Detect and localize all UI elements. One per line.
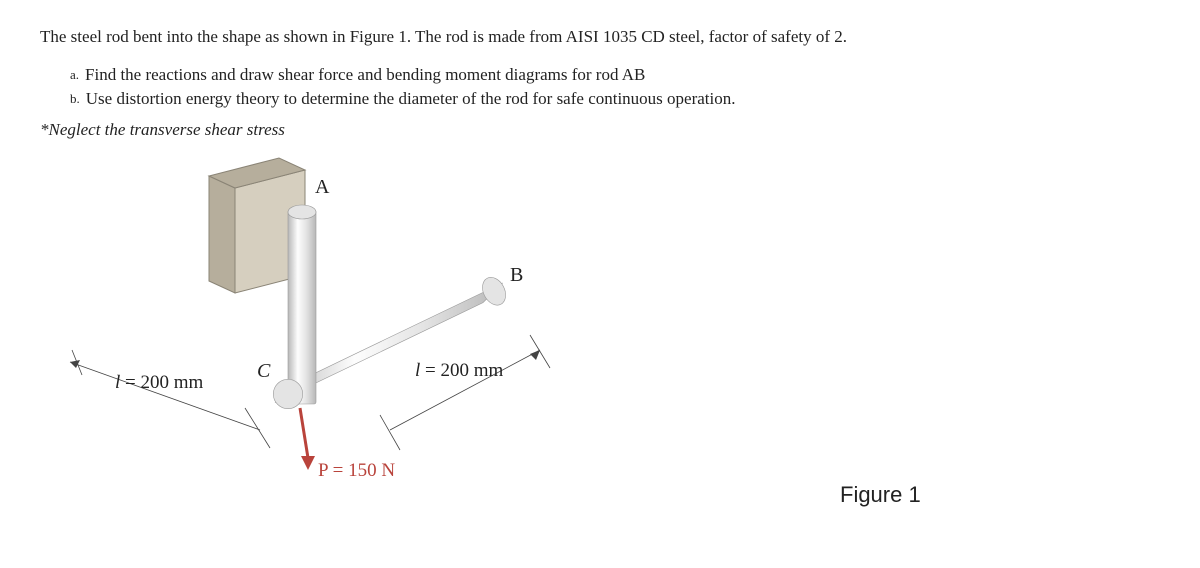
label-A: A <box>315 176 329 199</box>
problem-intro: The steel rod bent into the shape as sho… <box>40 25 1160 49</box>
question-b: b. Use distortion energy theory to deter… <box>70 87 1160 112</box>
dim-right: l = 200 mm <box>415 360 503 382</box>
question-b-letter: b. <box>70 87 80 112</box>
figure-svg <box>40 150 740 510</box>
label-C: C <box>257 360 270 383</box>
question-a: a. Find the reactions and draw shear for… <box>70 63 1160 88</box>
dim-left: l = 200 mm <box>115 372 203 394</box>
figure-caption: Figure 1 <box>840 482 921 508</box>
question-a-text: Find the reactions and draw shear force … <box>85 63 645 88</box>
label-B: B <box>510 264 523 287</box>
question-b-text: Use distortion energy theory to determin… <box>86 87 736 112</box>
question-list: a. Find the reactions and draw shear for… <box>70 63 1160 112</box>
neglect-note: *Neglect the transverse shear stress <box>40 120 1160 140</box>
question-a-letter: a. <box>70 63 79 88</box>
figure-1: A B C l = 200 mm l = 200 mm P = 150 N Fi… <box>40 150 1160 510</box>
force-label: P = 150 N <box>318 460 395 482</box>
